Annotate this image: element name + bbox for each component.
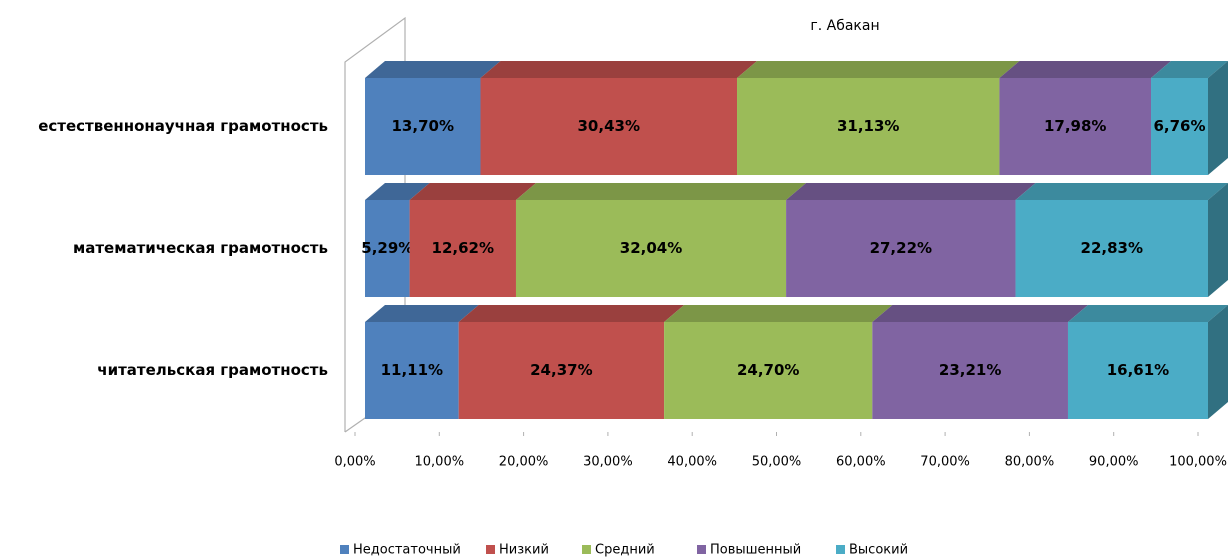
- bar-top: [365, 183, 430, 200]
- x-tick-label: 100,00%: [1169, 455, 1227, 470]
- x-tick-label: 0,00%: [334, 455, 375, 470]
- bar-side: [1208, 305, 1228, 419]
- legend-label: Низкий: [499, 543, 549, 558]
- legend-swatch: [697, 545, 706, 554]
- value-label: 12,62%: [432, 239, 494, 257]
- bar-top: [786, 183, 1036, 200]
- value-label: 6,76%: [1153, 117, 1205, 135]
- bar-top: [480, 61, 758, 78]
- chart-title: г. Абакан: [810, 18, 879, 34]
- value-label: 30,43%: [578, 117, 640, 135]
- x-tick-label: 50,00%: [752, 455, 802, 470]
- bar: [458, 322, 665, 419]
- bar: [1015, 200, 1208, 297]
- value-label: 32,04%: [620, 239, 682, 257]
- value-label: 17,98%: [1044, 117, 1106, 135]
- bar-side: [1208, 183, 1228, 297]
- bar: [515, 200, 787, 297]
- bar-top: [737, 61, 1020, 78]
- legend-swatch: [486, 545, 495, 554]
- x-tick-label: 40,00%: [667, 455, 717, 470]
- bar: [737, 78, 1000, 175]
- value-label: 11,11%: [381, 361, 443, 379]
- legend-swatch: [836, 545, 845, 554]
- x-tick-label: 60,00%: [836, 455, 886, 470]
- value-label: 5,29%: [361, 239, 413, 257]
- value-label: 16,61%: [1107, 361, 1169, 379]
- legend-swatch: [582, 545, 591, 554]
- bar-top: [1067, 305, 1228, 322]
- x-tick-label: 90,00%: [1089, 455, 1139, 470]
- bar: [664, 322, 873, 419]
- legend-label: Повышенный: [710, 543, 801, 558]
- bar: [409, 200, 516, 297]
- legend-label: Средний: [595, 543, 655, 558]
- bar-top: [365, 61, 501, 78]
- bar-top: [409, 183, 536, 200]
- bar-top: [515, 183, 807, 200]
- bar-top: [365, 305, 479, 322]
- bar: [480, 78, 738, 175]
- bar: [365, 322, 459, 419]
- value-label: 23,21%: [939, 361, 1001, 379]
- bar: [999, 78, 1152, 175]
- value-label: 24,70%: [737, 361, 799, 379]
- value-label: 13,70%: [392, 117, 454, 135]
- x-tick-label: 70,00%: [920, 455, 970, 470]
- bar-top: [664, 305, 893, 322]
- x-tick-label: 30,00%: [583, 455, 633, 470]
- value-label: 31,13%: [837, 117, 899, 135]
- x-tick-label: 20,00%: [499, 455, 549, 470]
- category-label: математическая грамотность: [73, 239, 328, 257]
- value-label: 24,37%: [530, 361, 592, 379]
- bar: [1067, 322, 1208, 419]
- value-label: 22,83%: [1081, 239, 1143, 257]
- value-label: 27,22%: [870, 239, 932, 257]
- bar-top: [458, 305, 685, 322]
- legend-swatch: [340, 545, 349, 554]
- legend-label: Высокий: [849, 543, 908, 558]
- bar: [365, 78, 481, 175]
- bar: [786, 200, 1016, 297]
- x-tick-label: 80,00%: [1005, 455, 1055, 470]
- bar-side: [1208, 61, 1228, 175]
- bar-top: [1151, 61, 1228, 78]
- category-label: читательская грамотность: [97, 361, 328, 379]
- bar-top: [872, 305, 1088, 322]
- category-label: естественнонаучная грамотность: [38, 117, 328, 135]
- bar: [365, 200, 410, 297]
- x-tick-label: 10,00%: [415, 455, 465, 470]
- bar-top: [1015, 183, 1228, 200]
- bar-top: [999, 61, 1172, 78]
- bar: [1151, 78, 1208, 175]
- bar: [872, 322, 1068, 419]
- legend-label: Недостаточный: [353, 543, 461, 558]
